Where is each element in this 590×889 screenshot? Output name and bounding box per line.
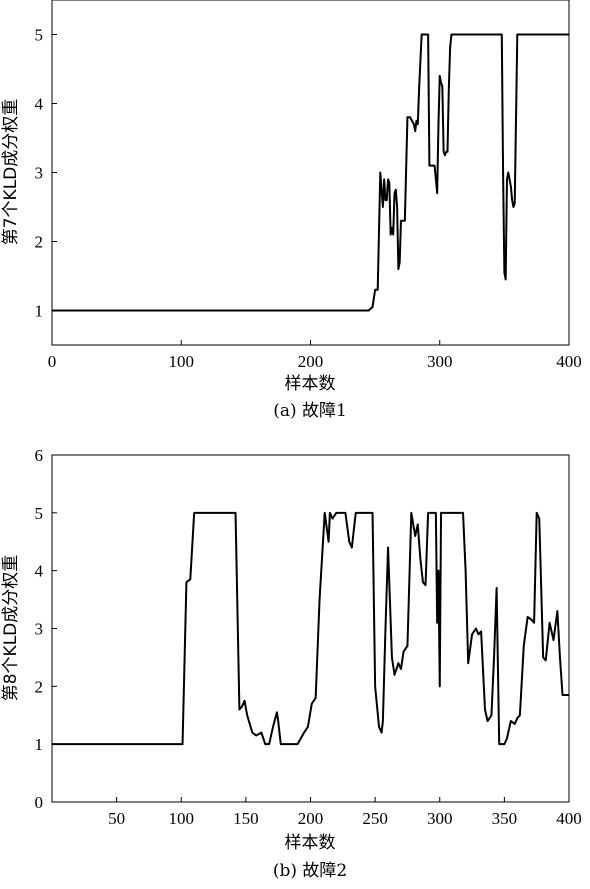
y-tick-label-a: 2 — [35, 233, 44, 252]
y-tick-label-b: 0 — [35, 793, 44, 812]
x-tick-label-b: 200 — [298, 809, 324, 828]
x-tick-label-b: 50 — [108, 809, 125, 828]
caption-a: (a) 故障1 — [273, 401, 347, 421]
x-axis-label-a: 样本数 — [285, 374, 336, 394]
x-tick-label-a: 300 — [427, 352, 453, 371]
series-line-a — [52, 33, 569, 312]
y-tick-label-a: 1 — [35, 302, 44, 321]
y-axis-label-a: 第7个KLD成分权重 — [1, 99, 21, 246]
x-tick-label-b: 300 — [427, 809, 453, 828]
ticks-a: 0 100 200 300 400 1 2 3 4 5 — [35, 26, 582, 372]
y-tick-label-a: 5 — [35, 26, 44, 45]
ticks-b: 50 100 150 200 250 300 350 400 0 1 2 3 4 5 6 — [35, 446, 582, 828]
y-tick-label-b: 6 — [35, 446, 44, 465]
y-tick-label-b: 5 — [35, 504, 44, 523]
y-axis-label-b: 第8个KLD成分权重 — [1, 555, 21, 702]
x-tick-label-a: 200 — [298, 352, 324, 371]
x-axis-label-b: 样本数 — [285, 833, 336, 853]
x-tick-label-a: 0 — [48, 352, 57, 371]
y-tick-label-b: 1 — [35, 735, 44, 754]
y-tick-label-b: 4 — [35, 562, 44, 581]
plot-frame-b — [51, 454, 570, 803]
y-tick-label-a: 3 — [35, 164, 44, 183]
x-tick-label-b: 400 — [556, 809, 582, 828]
y-tick-label-b: 2 — [35, 677, 44, 696]
y-tick-label-a: 4 — [35, 95, 44, 114]
y-tick-label-b: 3 — [35, 620, 44, 639]
chart-a: 0 100 200 300 400 1 2 3 4 5 样本数 第7个KLD成分权重 (a) 故障… — [1, 0, 582, 421]
chart-b: 50 100 150 200 250 300 350 400 0 1 2 3 4 5 6 样本数 第8个KL… — [1, 446, 582, 881]
plot-frame-a — [51, 0, 570, 346]
caption-b: (b) 故障2 — [273, 861, 347, 881]
x-tick-label-b: 350 — [492, 809, 518, 828]
x-tick-label-a: 400 — [556, 352, 582, 371]
x-tick-label-b: 250 — [362, 809, 388, 828]
x-tick-label-b: 100 — [169, 809, 195, 828]
series-line-b — [52, 511, 569, 746]
x-tick-label-a: 100 — [169, 352, 195, 371]
x-tick-label-b: 150 — [233, 809, 259, 828]
